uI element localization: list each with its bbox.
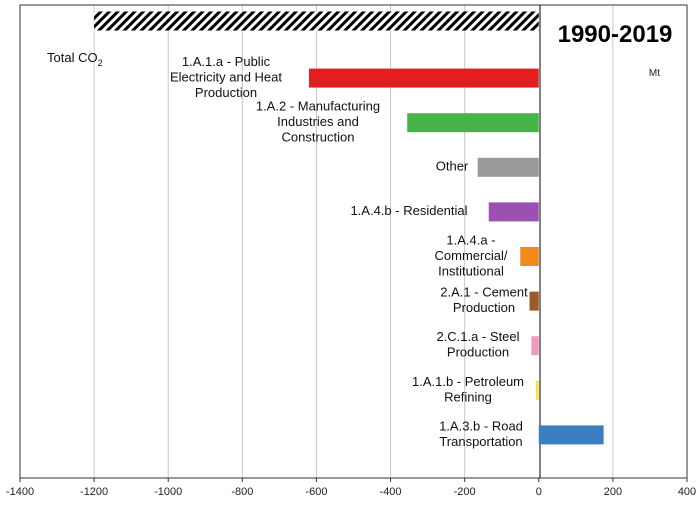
category-label: Other	[436, 159, 469, 174]
category-label: Total CO2	[47, 50, 103, 68]
bar	[538, 425, 604, 445]
chart-title: 1990-2019	[558, 21, 673, 48]
category-label: 1.A.4.a -Commercial/Institutional	[435, 232, 508, 278]
x-tick-label: 200	[604, 486, 622, 498]
bar	[407, 113, 539, 133]
category-label: 1.A.2 - Manufacturing Industries and Const…	[256, 98, 380, 144]
x-tick-label: -1000	[154, 486, 182, 498]
bar	[535, 380, 539, 400]
plot-frame	[19, 4, 688, 479]
category-label: 2.A.1 - Cement Production	[440, 285, 528, 316]
bar	[529, 291, 539, 311]
category-label: 1.A.3.b - Road Transportation	[439, 418, 523, 449]
category-labels: Total CO2 1.A.1.a - Public Electricity and…	[47, 50, 528, 449]
x-tick-label: -400	[380, 486, 402, 498]
category-label: 1.A.4.b - Residential	[350, 203, 467, 218]
bar	[488, 202, 539, 222]
x-tick-label: -600	[305, 486, 327, 498]
unit-label: Mt	[649, 68, 660, 79]
bars	[94, 11, 604, 445]
x-tick-label: -200	[454, 486, 476, 498]
category-label: 1.A.1.a - Public Electricity and Heat Prod…	[170, 54, 282, 100]
category-label: 2.C.1.a - Steel Production	[436, 329, 519, 360]
bar	[520, 247, 539, 266]
x-axis-ticks: -1400 -1200 -1000 -800 -600 -400 -200 0 200 400	[6, 478, 696, 498]
x-tick-label: 400	[678, 486, 696, 498]
x-tick-label: -1400	[6, 486, 34, 498]
bar	[309, 68, 539, 88]
bar	[94, 11, 539, 31]
bar	[477, 157, 539, 177]
category-label: 1.A.1.b - Petroleum Refining	[412, 374, 524, 405]
bar	[531, 336, 539, 356]
x-tick-label: 0	[536, 486, 542, 498]
x-tick-label: -800	[231, 486, 253, 498]
x-tick-label: -1200	[80, 486, 108, 498]
